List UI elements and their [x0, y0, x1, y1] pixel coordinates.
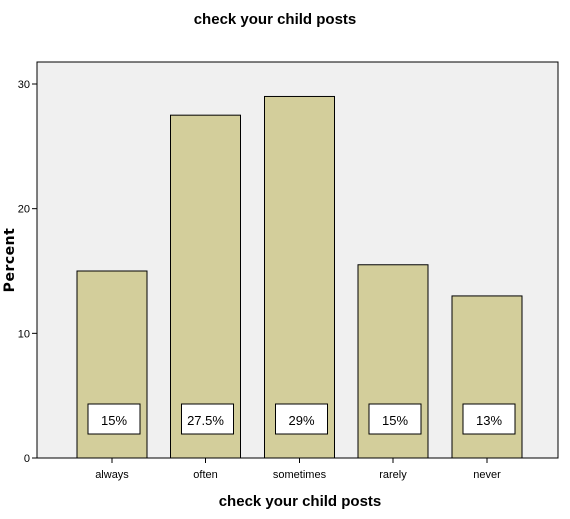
- y-axis-label: Percent: [2, 228, 18, 293]
- x-tick-label: rarely: [379, 469, 407, 481]
- y-tick-label: 20: [18, 204, 30, 216]
- data-label: 15%: [101, 413, 127, 428]
- x-axis-label: check your child posts: [219, 493, 382, 510]
- x-tick-label: never: [473, 469, 501, 481]
- data-label-box: [275, 403, 328, 435]
- y-tick-label: 0: [24, 453, 30, 465]
- data-label: 13%: [476, 413, 502, 428]
- chart-title: check your child posts: [194, 11, 357, 28]
- data-label-box: [462, 403, 516, 435]
- bar-sometimes: [264, 95, 335, 459]
- y-tick-label: 30: [18, 79, 30, 91]
- data-label: 15%: [382, 413, 408, 428]
- data-label: 29%: [288, 413, 314, 428]
- y-tick-label: 10: [18, 328, 30, 340]
- data-label-box: [368, 403, 422, 435]
- x-tick-label: often: [193, 469, 217, 481]
- data-label-box: [87, 403, 141, 435]
- x-tick-label: sometimes: [273, 469, 327, 481]
- data-label-box: [181, 403, 234, 435]
- x-tick-label: always: [95, 469, 129, 481]
- y-axis: 0 10 20 30: [18, 79, 37, 465]
- x-axis: always often sometimes rarely never: [95, 458, 501, 481]
- data-label: 27.5%: [187, 413, 224, 428]
